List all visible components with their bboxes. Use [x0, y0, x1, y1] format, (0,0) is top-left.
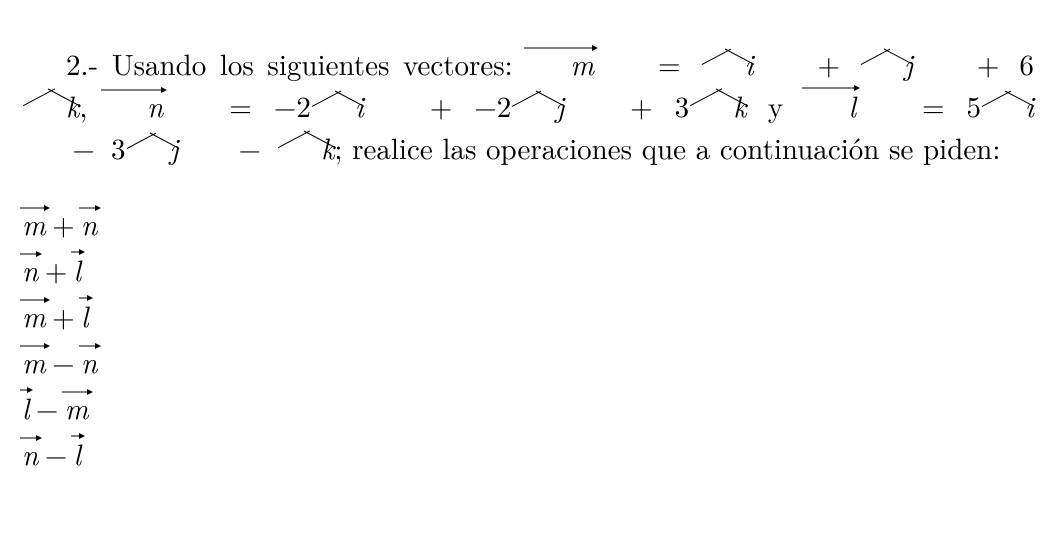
unit-j: j — [126, 127, 179, 169]
plus-sign: + — [933, 43, 1000, 85]
coef-lj: 3 — [111, 127, 126, 168]
op-sign: − — [52, 341, 75, 383]
vector-m: m — [526, 43, 594, 85]
operation-line: m−n — [22, 341, 1034, 383]
minus-sign: − — [28, 127, 95, 169]
problem-page: 2.- Usando los siguientes vectores: m = … — [0, 0, 1056, 489]
op-sign: + — [45, 249, 68, 291]
vector-n: n — [22, 433, 38, 475]
comma: , — [79, 85, 87, 126]
operation-line: n+l — [22, 249, 1034, 291]
prompt-part2: ; realice las operaciones que a continua… — [334, 127, 1000, 168]
problem-number: 2.- — [66, 43, 98, 84]
vector-l: l — [22, 387, 29, 429]
vector-l: l — [74, 433, 81, 475]
plus-sign: + — [386, 85, 453, 127]
operations-list: m+nn+lm+lm−nl−mn−l — [22, 203, 1034, 475]
unit-i: i — [981, 85, 1034, 127]
operation-line: n−l — [22, 433, 1034, 475]
conjunction-y: y — [768, 85, 783, 126]
coef-nj: 2 — [497, 85, 512, 126]
unit-j: j — [511, 85, 564, 127]
plus-sign: + — [586, 85, 653, 127]
vector-l: l — [81, 295, 88, 337]
unit-i: i — [311, 85, 364, 127]
vector-n: n — [81, 203, 97, 245]
unit-k: k — [689, 85, 746, 127]
op-sign: − — [36, 387, 59, 429]
equals-sign: = — [185, 85, 252, 127]
vector-m: m — [22, 341, 46, 383]
plus-sign: + — [773, 43, 840, 85]
vector-m: m — [22, 295, 46, 337]
minus-sign: − — [194, 127, 261, 169]
equals-sign: = — [878, 85, 945, 127]
vector-l: l — [805, 85, 856, 127]
minus-sign: − — [474, 85, 497, 126]
vector-m: m — [22, 203, 46, 245]
unit-i: i — [701, 43, 754, 85]
vector-n: n — [103, 85, 163, 127]
vector-n: n — [22, 249, 38, 291]
minus-sign: − — [274, 85, 297, 126]
equals-sign: = — [614, 43, 681, 85]
unit-j: j — [860, 43, 913, 85]
coef-ni: 2 — [296, 85, 311, 126]
operation-line: l−m — [22, 387, 1034, 429]
operation-line: m+n — [22, 203, 1034, 245]
op-sign: + — [52, 295, 75, 337]
problem-statement: 2.- Usando los siguientes vectores: m = … — [22, 43, 1034, 169]
vector-l: l — [74, 249, 81, 291]
vector-n: n — [81, 341, 97, 383]
op-sign: + — [52, 203, 75, 245]
coef-nk: 3 — [675, 85, 690, 126]
prompt-part1: Usando los siguientes vectores: — [112, 43, 513, 84]
coef-li: 5 — [967, 85, 982, 126]
unit-k: k — [277, 127, 334, 169]
vector-m: m — [65, 387, 89, 429]
operation-line: m+l — [22, 295, 1034, 337]
coef-mk: 6 — [1019, 43, 1034, 84]
unit-k: k — [22, 85, 79, 127]
op-sign: − — [45, 433, 68, 475]
